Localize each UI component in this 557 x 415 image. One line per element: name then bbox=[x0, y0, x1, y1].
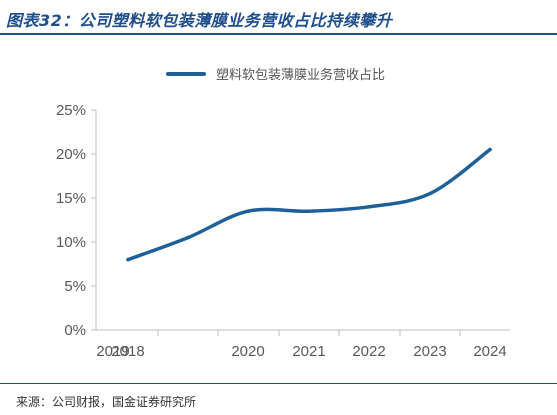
y-tick-label: 20% bbox=[56, 146, 86, 163]
x-tick-label: 2018 bbox=[111, 343, 144, 360]
legend-swatch bbox=[166, 71, 206, 76]
x-tick-label: 2020 bbox=[231, 343, 264, 360]
x-tick-label: 2019 bbox=[96, 343, 129, 360]
y-tick-label: 15% bbox=[56, 190, 86, 207]
y-tick-label: 0% bbox=[64, 322, 86, 339]
series-line bbox=[126, 147, 492, 262]
legend: 塑料软包装薄膜业务营收占比 bbox=[166, 64, 385, 83]
y-tick-label: 25% bbox=[56, 102, 86, 119]
data-point bbox=[126, 257, 130, 262]
legend-label: 塑料软包装薄膜业务营收占比 bbox=[216, 68, 386, 83]
data-point bbox=[428, 191, 432, 196]
axes bbox=[91, 109, 510, 336]
x-tick-label: 2022 bbox=[352, 343, 385, 360]
title-divider bbox=[0, 33, 557, 35]
data-point bbox=[307, 209, 311, 213]
x-tick-label: 2021 bbox=[292, 343, 325, 360]
series-layer bbox=[126, 147, 492, 262]
source-divider bbox=[0, 383, 557, 384]
y-tick-label: 5% bbox=[64, 278, 86, 295]
data-point bbox=[246, 209, 250, 213]
data-point bbox=[186, 235, 190, 240]
source-note: 来源：公司财报，国金证券研究所 bbox=[16, 395, 197, 409]
data-point bbox=[488, 147, 492, 152]
data-point bbox=[367, 205, 371, 209]
figure-title: 图表32：公司塑料软包装薄膜业务营收占比持续攀升 bbox=[6, 11, 393, 30]
y-tick-label: 10% bbox=[56, 234, 86, 251]
x-tick-label: 2024 bbox=[473, 343, 506, 360]
x-tick-label: 2023 bbox=[413, 343, 446, 360]
